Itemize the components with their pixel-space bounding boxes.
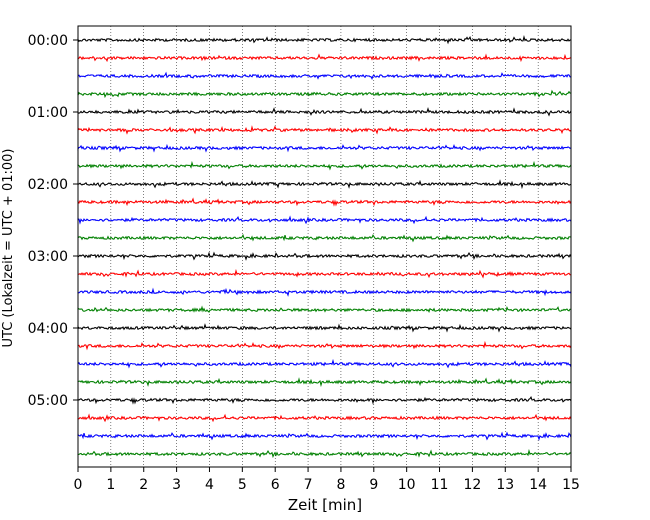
x-axis-label: Zeit [min]: [288, 496, 362, 514]
x-axis: 0 1 2 3 4 5 6 7 8 9 10 11 12 13 14 15: [74, 467, 580, 493]
y-axis-label: UTC (Lokalzeit = UTC + 01:00): [1, 149, 16, 348]
trace-0100: [77, 107, 572, 117]
x-tick-label: 10: [398, 477, 416, 493]
trace-0500: [77, 396, 572, 405]
trace-0130: [77, 143, 572, 153]
trace-0530: [77, 431, 572, 441]
trace-0515: [77, 413, 572, 423]
trace-0115: [77, 125, 572, 135]
trace-0430: [77, 358, 572, 369]
trace-0230: [77, 215, 572, 225]
trace-0345: [77, 305, 571, 314]
grid-lines: [110, 26, 539, 467]
trace-0315: [77, 268, 572, 279]
x-tick-label: 15: [562, 477, 580, 493]
trace-0215: [77, 197, 572, 207]
y-tick-label: 00:00: [28, 33, 68, 49]
x-tick-label: 6: [271, 477, 280, 493]
y-tick-label: 02:00: [28, 177, 68, 193]
x-tick-label: 2: [139, 477, 148, 493]
trace-0200: [77, 179, 572, 190]
trace-0045: [77, 89, 572, 99]
trace-0415: [77, 340, 572, 351]
x-tick-label: 1: [106, 477, 115, 493]
x-tick-label: 9: [369, 477, 378, 493]
x-tick-label: 8: [336, 477, 345, 493]
x-tick-label: 14: [529, 477, 547, 493]
y-tick-label: 05:00: [28, 393, 68, 409]
trace-group: [77, 35, 572, 459]
trace-0545: [77, 448, 572, 459]
y-tick-label: 01:00: [28, 105, 68, 121]
plot-frame: [77, 25, 572, 468]
trace-0445: [77, 377, 572, 388]
x-tick-label: 0: [74, 477, 83, 493]
trace-0245: [77, 233, 572, 243]
y-tick-label: 04:00: [28, 321, 68, 337]
x-tick-label: 3: [172, 477, 181, 493]
trace-0000: [77, 35, 572, 45]
x-tick-label: 5: [238, 477, 247, 493]
x-tick-label: 11: [431, 477, 449, 493]
trace-0030: [77, 71, 572, 80]
x-tick-label: 7: [304, 477, 313, 493]
x-tick-label: 4: [205, 477, 214, 493]
trace-0145: [77, 160, 572, 171]
y-axis: 00:00 01:00 02:00 03:00 04:00 05:00: [28, 33, 78, 409]
trace-0400: [77, 323, 572, 333]
x-tick-label: 13: [496, 477, 514, 493]
y-tick-label: 03:00: [28, 249, 68, 265]
trace-0300: [77, 251, 572, 261]
x-tick-label: 12: [463, 477, 481, 493]
trace-0330: [77, 287, 572, 297]
trace-0015: [77, 53, 572, 63]
